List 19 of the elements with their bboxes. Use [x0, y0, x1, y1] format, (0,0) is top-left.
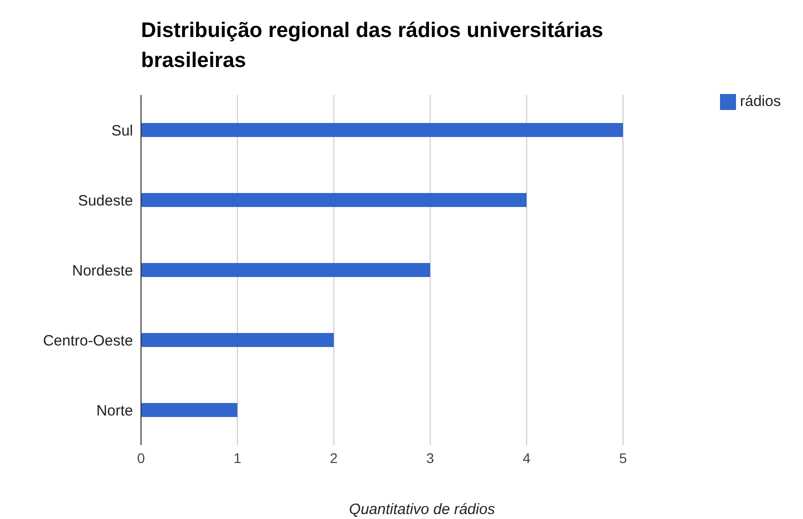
bar — [141, 263, 430, 277]
bar — [141, 333, 334, 347]
y-tick-label: Nordeste — [72, 262, 133, 280]
y-tick-label: Sul — [111, 122, 133, 140]
bar — [141, 403, 238, 417]
y-tick-label: Sudeste — [78, 192, 133, 210]
bar — [141, 123, 623, 137]
y-tick-label: Norte — [96, 402, 133, 420]
legend-label: rádios — [740, 93, 781, 110]
x-tick-label: 3 — [426, 450, 434, 466]
chart-title: Distribuição regional das rádios universitárias brasileiras — [141, 18, 604, 74]
x-tick-label: 5 — [619, 450, 628, 466]
y-tick-label: Centro-Oeste — [42, 332, 133, 350]
x-tick-label: 4 — [522, 450, 531, 466]
x-tick-label: 1 — [234, 450, 242, 466]
x-tick-label: 0 — [137, 450, 146, 466]
bar — [141, 193, 527, 207]
x-axis-title: Quantitativo de rádios — [348, 501, 496, 518]
x-tick-label: 2 — [330, 450, 338, 466]
